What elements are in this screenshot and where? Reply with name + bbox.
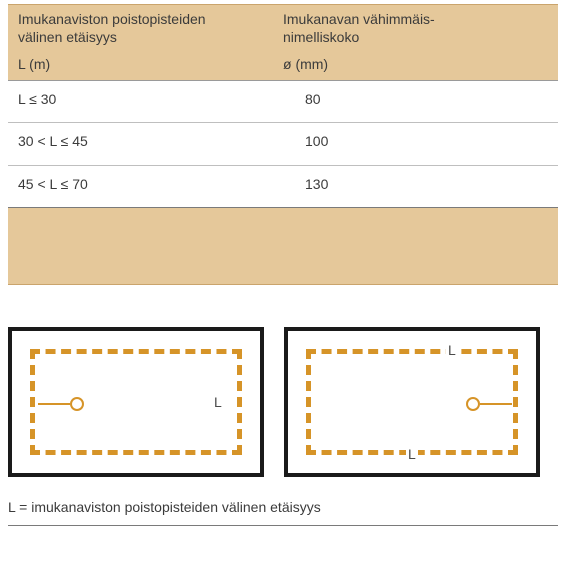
header-col1-line1: Imukanaviston poistopisteiden xyxy=(18,11,206,27)
dashed-rect xyxy=(306,349,518,455)
size-table: Imukanaviston poistopisteiden välinen et… xyxy=(8,4,558,208)
table-footer-block xyxy=(8,208,558,285)
table-row: 45 < L ≤ 70 130 xyxy=(8,165,558,208)
outlet-circle xyxy=(70,397,84,411)
stub-line xyxy=(38,403,70,405)
header-unit-col2: ø (mm) xyxy=(283,46,558,80)
cell-value: 100 xyxy=(283,123,558,166)
table-header-row-1: Imukanaviston poistopisteiden välinen et… xyxy=(8,5,558,47)
caption-text: L = imukanaviston poistopisteiden väline… xyxy=(8,499,558,526)
diagram-row: L L L xyxy=(8,327,558,477)
page: Imukanaviston poistopisteiden välinen et… xyxy=(0,0,566,534)
table-row: 30 < L ≤ 45 100 xyxy=(8,123,558,166)
cell-range: 30 < L ≤ 45 xyxy=(8,123,283,166)
label-L-top: L xyxy=(446,343,458,357)
header-unit-col1: L (m) xyxy=(8,46,283,80)
stub-line xyxy=(480,403,512,405)
cell-value: 80 xyxy=(283,80,558,123)
header-col2-line1: Imukanavan vähimmäis- xyxy=(283,11,435,27)
label-L: L xyxy=(212,395,224,409)
header-col1-line2: välinen etäisyys xyxy=(18,29,117,45)
cell-value: 130 xyxy=(283,165,558,208)
cell-range: 45 < L ≤ 70 xyxy=(8,165,283,208)
header-col2-line2: nimelliskoko xyxy=(283,29,359,45)
outlet-circle xyxy=(466,397,480,411)
diagram-left: L xyxy=(8,327,264,477)
table-row: L ≤ 30 80 xyxy=(8,80,558,123)
label-L-bottom: L xyxy=(406,447,418,461)
diagram-right: L L xyxy=(284,327,540,477)
table-header-row-2: L (m) ø (mm) xyxy=(8,46,558,80)
cell-range: L ≤ 30 xyxy=(8,80,283,123)
